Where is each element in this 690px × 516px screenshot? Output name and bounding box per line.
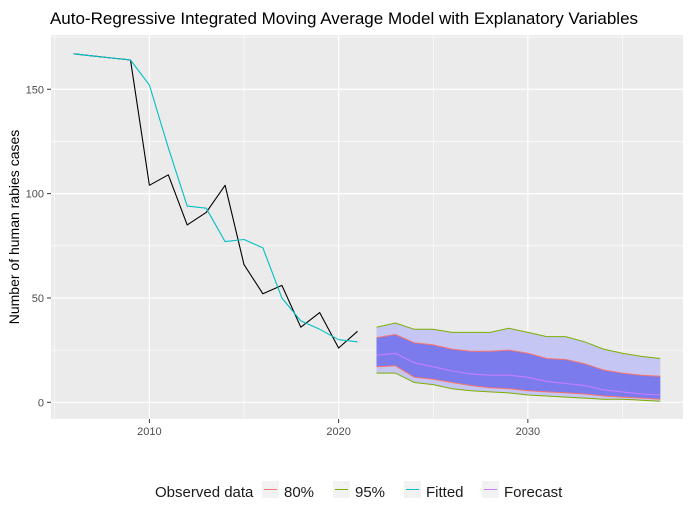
legend-label: Forecast (504, 484, 563, 501)
series-lines (73, 53, 661, 396)
y-tick-label: 150 (26, 84, 44, 96)
x-tick-label: 2020 (326, 426, 350, 438)
forecast-line (376, 352, 661, 396)
x-tick-label: 2010 (137, 426, 161, 438)
y-axis-label: Number of human rabies cases (6, 130, 22, 325)
legend-title: Observed data (155, 484, 254, 501)
band-80-upper-line (376, 333, 661, 377)
band-80-lower-line (376, 365, 661, 400)
fitted-line (73, 53, 358, 343)
band-95-lower-line (376, 372, 661, 402)
axis-ticks: 2010 2020 2030 0 50 100 150 (26, 84, 540, 438)
legend-label: 80% (284, 484, 314, 501)
forecast-bands (376, 322, 661, 402)
y-tick-label: 50 (32, 293, 44, 305)
y-tick-label: 0 (38, 397, 44, 409)
legend-label: 95% (355, 484, 385, 501)
y-tick-label: 100 (26, 189, 44, 201)
chart-title: Auto-Regressive Integrated Moving Averag… (50, 9, 638, 28)
x-tick-label: 2030 (516, 426, 540, 438)
legend: Observed data 80% 95% Fitted Forecast (155, 481, 563, 501)
legend-label: Fitted (426, 484, 464, 501)
band-80-area (376, 334, 661, 400)
band-95-upper-line (376, 322, 661, 359)
